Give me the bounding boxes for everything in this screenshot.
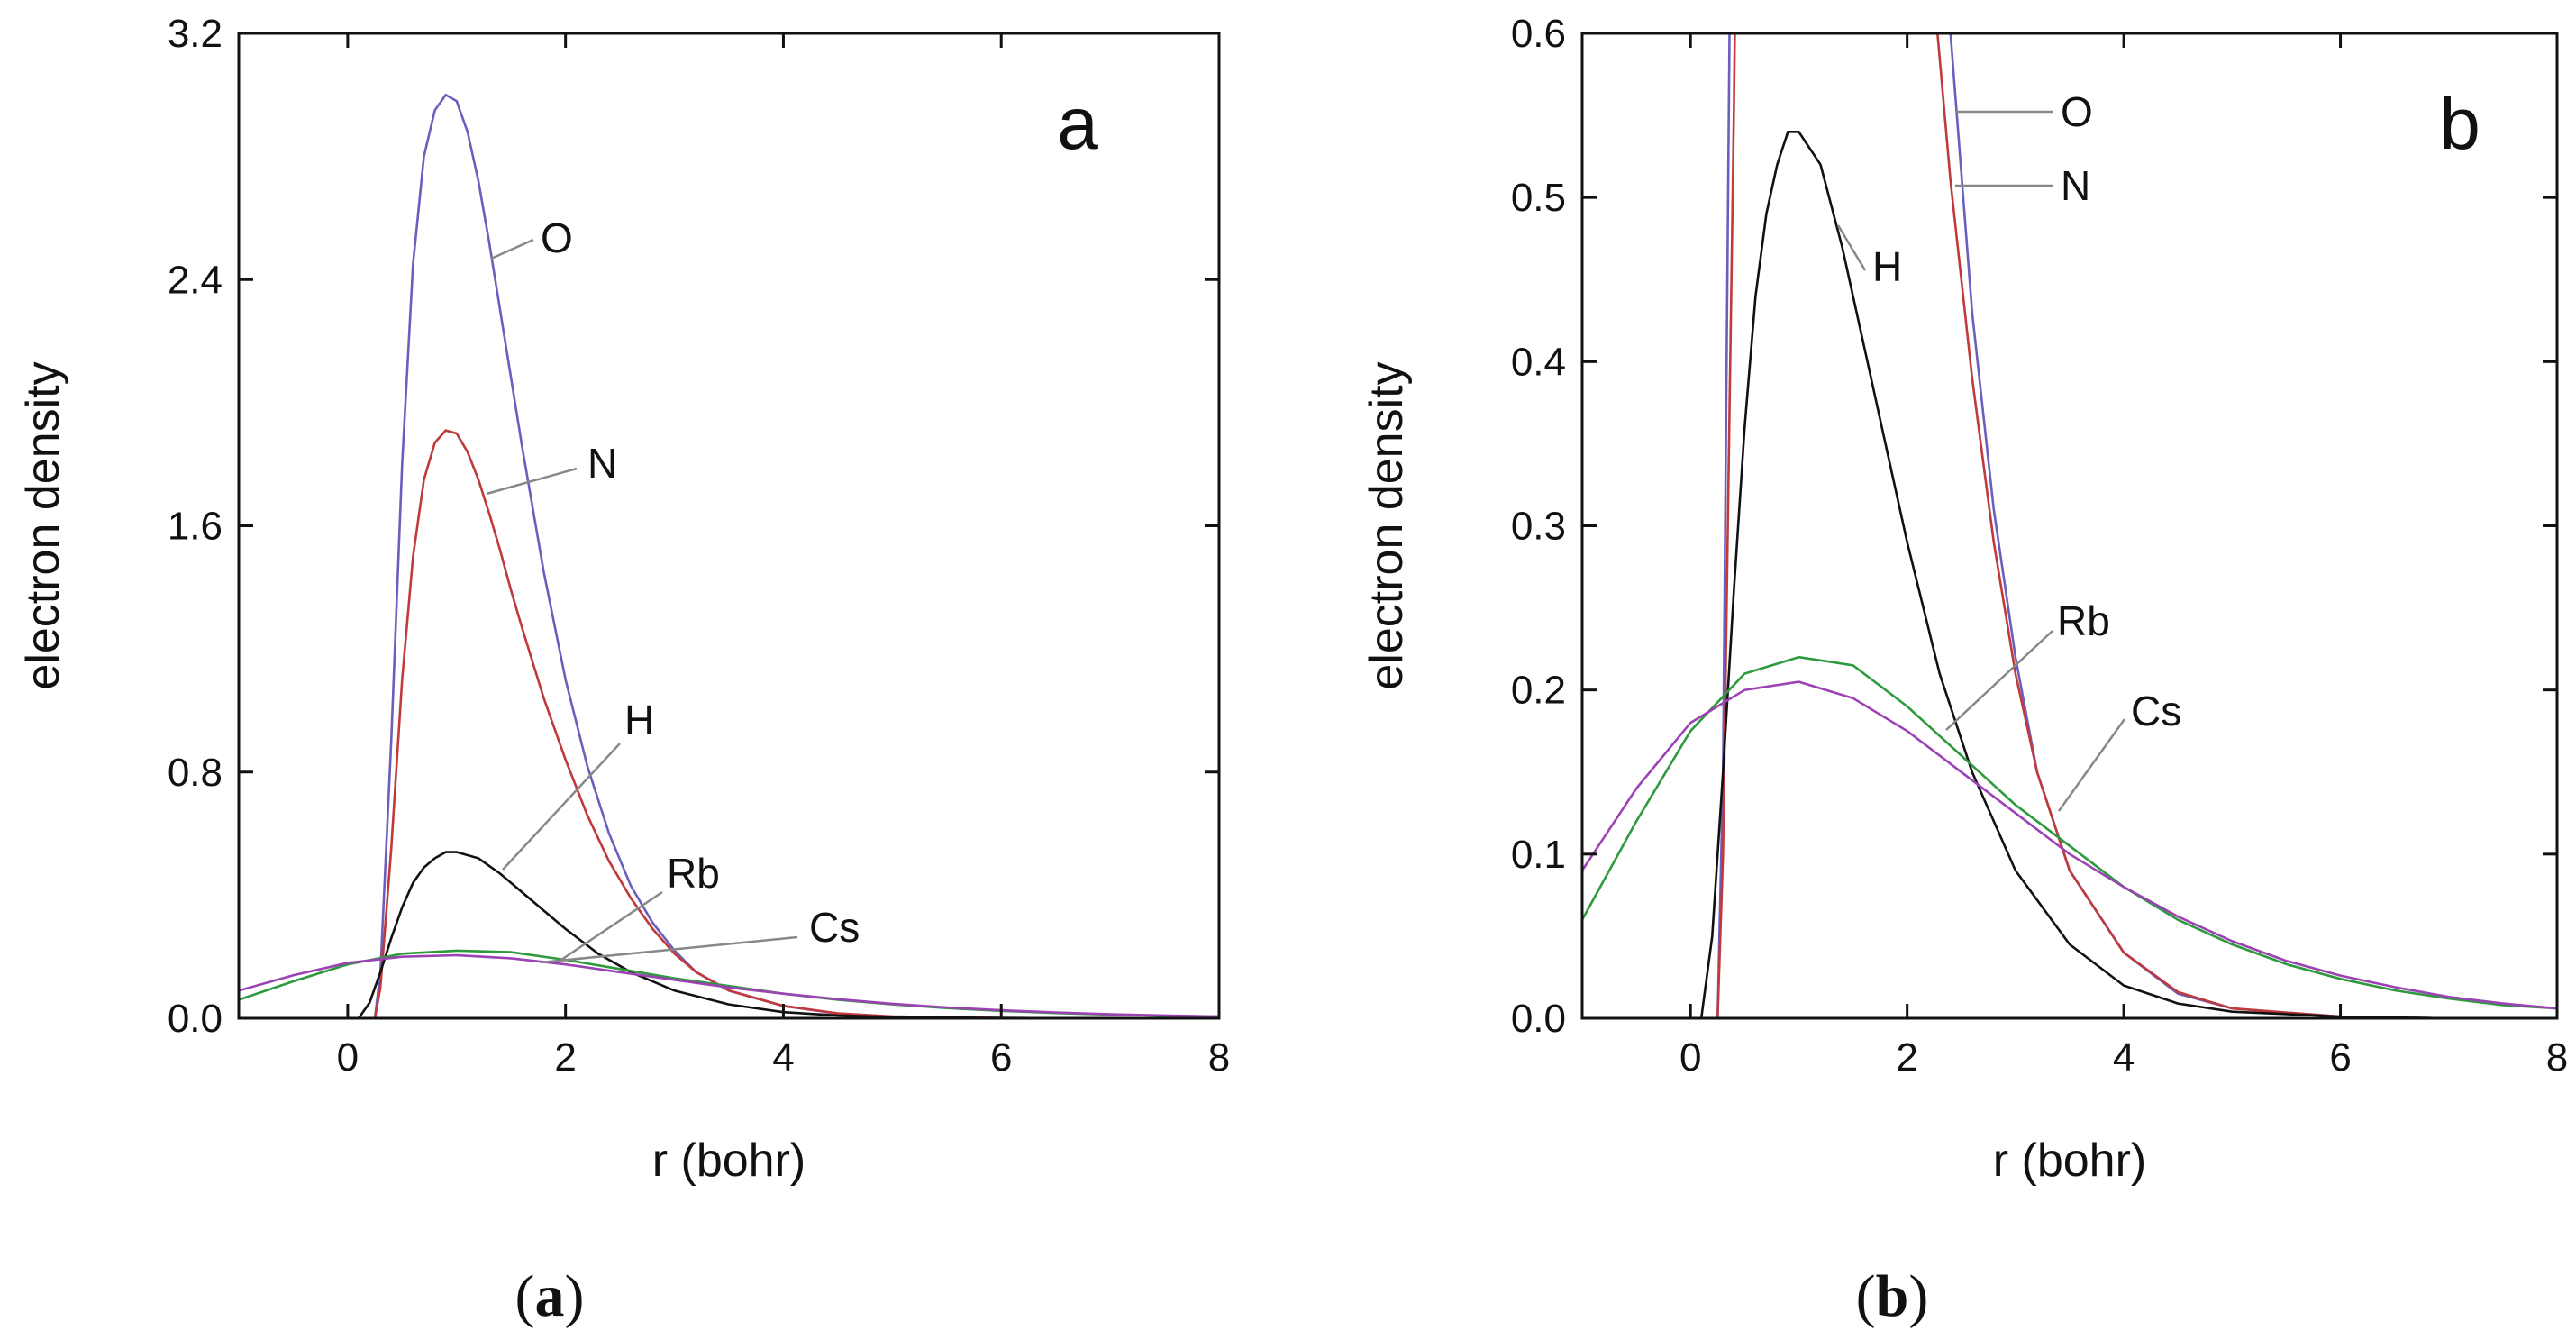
y-tick-label: 0.6 [1511,12,1566,56]
x-tick-label: 4 [2113,1035,2135,1080]
x-axis-title: r (bohr) [652,1135,806,1187]
y-tick-label: 0.2 [1511,669,1566,713]
panel-letter: a [1057,83,1098,165]
series-line-o [1716,33,2557,1018]
series-label-rb: Rb [2057,597,2110,644]
series-label-connector [558,890,663,963]
series-label-connector [1836,224,1867,271]
series-line-n [1716,33,2557,1018]
chart-panel-a: 0 2 4 6 8 0.0 0.8 1.6 2.4 3.2 r (bohr) electron den… [17,12,1230,1187]
series-line-rb [1582,655,2557,1010]
y-tick-label: 0.0 [168,997,223,1041]
x-axis-title: r (bohr) [1993,1135,2146,1187]
series-label-connector [486,467,578,496]
series-label-cs: Cs [2131,688,2181,734]
series-label-connector [502,743,621,871]
series-label-o: O [541,214,573,261]
y-tick-label: 3.2 [168,12,223,56]
series-line-h [1699,131,2557,1018]
series-label-connector [2057,718,2126,812]
caption-a: (a) [515,1263,585,1329]
series-label-rb: Rb [667,850,720,897]
y-tick-label: 0.3 [1511,505,1566,549]
x-tick-label: 6 [2329,1035,2351,1080]
series-label-n: N [2061,162,2090,209]
series-line-n [373,429,1219,1018]
x-tick-label: 8 [1208,1035,1230,1080]
series-label-connector [490,238,534,260]
chart-panel-b: 0 2 4 6 8 0.0 0.1 0.2 0.3 0.4 0.5 0.6 r (bohr) electr… [1361,12,2568,1187]
series-line-rb [239,949,1219,1018]
x-tick-label: 0 [1679,1035,1701,1080]
series-label-connector [1945,630,2053,731]
x-tick-label: 8 [2546,1035,2568,1080]
caption-b: (b) [1856,1263,1929,1329]
series-label-cs: Cs [809,904,860,951]
series-label-h: H [624,697,654,743]
series-label-h: H [1872,243,1902,290]
y-axis-title: electron density [17,361,69,689]
x-tick-label: 2 [1896,1035,1917,1080]
series-line-h [357,851,1219,1018]
x-tick-label: 6 [990,1035,1012,1080]
x-tick-label: 2 [554,1035,576,1080]
y-axis-title: electron density [1361,361,1413,689]
x-tick-label: 0 [337,1035,359,1080]
y-tick-label: 1.6 [168,505,223,549]
y-tick-label: 0.5 [1511,176,1566,220]
series-label-connector [540,935,798,964]
series-label-o: O [2061,88,2093,135]
series-line-cs [239,953,1219,1018]
series-line-cs [1582,680,2557,1010]
y-tick-label: 0.1 [1511,833,1566,877]
y-tick-label: 2.4 [168,258,223,302]
x-tick-label: 4 [772,1035,794,1080]
y-tick-label: 0.4 [1511,340,1566,384]
series-label-n: N [587,440,617,487]
panel-letter: b [2439,83,2480,165]
y-tick-label: 0.8 [168,751,223,795]
y-tick-label: 0.0 [1511,997,1566,1041]
